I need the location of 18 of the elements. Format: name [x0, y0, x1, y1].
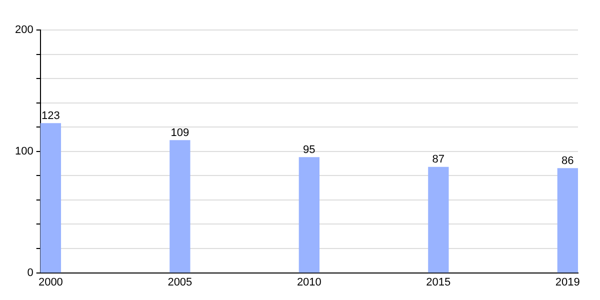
- data-label: 123: [42, 110, 60, 122]
- bar: [40, 123, 62, 273]
- x-tick-label: 2010: [296, 276, 322, 288]
- x-tick-label: 2000: [38, 276, 63, 288]
- x-tick-label: 2005: [168, 276, 192, 288]
- x-tick-label: 2019: [555, 276, 580, 288]
- y-tick-label: 100: [14, 145, 34, 158]
- bar: [170, 140, 190, 273]
- data-label: 95: [303, 144, 316, 156]
- data-label: 109: [170, 127, 190, 140]
- data-label: 87: [432, 154, 445, 166]
- bar: [428, 166, 449, 273]
- data-label: 86: [562, 154, 574, 167]
- bar: [557, 168, 578, 273]
- x-tick-label: 2015: [426, 276, 451, 288]
- y-tick-label: 200: [14, 24, 34, 36]
- bar: [298, 157, 320, 273]
- y-tick-label: 0: [27, 266, 34, 279]
